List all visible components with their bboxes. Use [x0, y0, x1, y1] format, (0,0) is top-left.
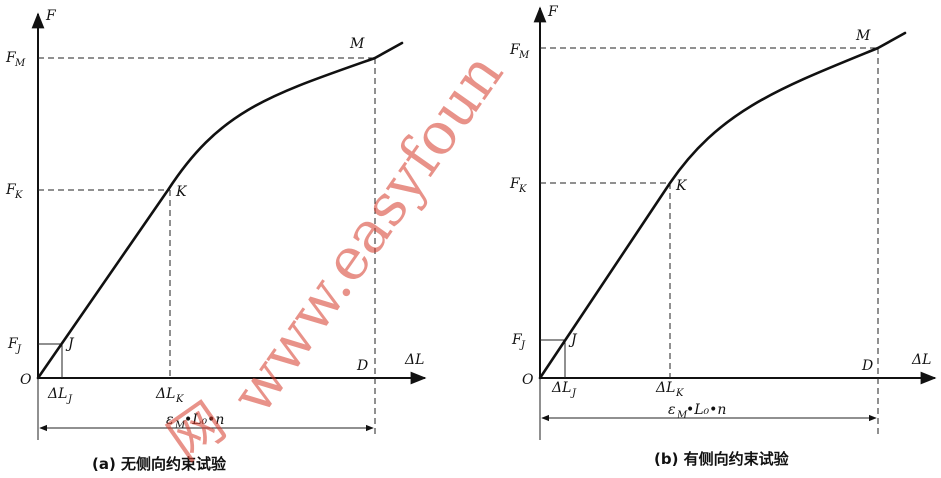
panel-a-dl-j-label: ΔL	[47, 386, 67, 402]
panel-b-dl-k-sub: K	[675, 388, 684, 399]
panel-b-f-j-sub: J	[519, 340, 526, 351]
panel-b-dl-j-sub: J	[570, 388, 577, 399]
panel-b-x-axis-label: ΔL	[911, 352, 931, 368]
panel-b-span-sub: M	[676, 410, 688, 421]
panel-b-span-rest: •L₀•n	[686, 402, 726, 418]
panel-b-span-label: ε	[668, 402, 676, 418]
panel-b-caption: (b) 有侧向约束试验	[654, 450, 790, 468]
panel-b-point-j: J	[568, 332, 578, 348]
panel-b-dl-k-label: ΔL	[655, 380, 675, 396]
panel-b-point-k: K	[675, 178, 688, 194]
panel-a-x-axis-label: ΔL	[404, 352, 424, 368]
panel-a-caption: (a) 无侧向约束试验	[92, 455, 227, 473]
panel-b-dl-j-label: ΔL	[551, 380, 571, 396]
panel-a-point-d: D	[356, 358, 368, 374]
panel-b-load-curve	[538, 31, 907, 380]
panel-b-f-k-label: F	[509, 176, 521, 192]
panel-a-point-k: K	[175, 184, 188, 200]
panel-a-f-k-label: F	[5, 182, 17, 198]
panel-a-f-j-sub: J	[15, 344, 22, 355]
panel-a-dl-j-sub: J	[66, 394, 73, 405]
panel-b: F ΔL O J K M D F M F K F J ΔL J ΔL K ε M…	[509, 4, 937, 468]
panel-a-load-curve	[36, 41, 404, 380]
panel-a-origin-label: O	[20, 372, 32, 388]
watermark: www.easyfoun 网	[156, 40, 516, 472]
panel-a-dl-k-sub: K	[175, 394, 184, 405]
panel-b-origin-label: O	[522, 372, 534, 388]
panel-a-dl-k-label: ΔL	[155, 386, 175, 402]
panel-a-f-m-sub: M	[14, 58, 26, 69]
panel-a-f-j-label: F	[7, 336, 19, 352]
panel-b-f-k-sub: K	[518, 184, 527, 195]
panel-a-span-rest: •L₀•n	[184, 412, 224, 428]
panel-b-f-m-sub: M	[518, 50, 530, 61]
panel-a-span-label: ε	[166, 412, 174, 428]
panel-a-span-sub: M	[174, 420, 186, 431]
panel-a-f-k-sub: K	[14, 190, 23, 201]
panel-a-f-m-label: F	[5, 50, 17, 66]
panel-b-point-d: D	[861, 358, 873, 374]
panel-a: F ΔL O J K M D F M F K F J ΔL J ΔL K ε M…	[5, 8, 427, 473]
panel-b-f-j-label: F	[511, 332, 523, 348]
panel-a-y-axis-label: F	[45, 8, 57, 24]
panel-b-point-m: M	[855, 28, 871, 44]
panel-a-point-m: M	[349, 36, 365, 52]
panel-b-f-m-label: F	[509, 42, 521, 58]
panel-b-y-axis-label: F	[547, 4, 559, 20]
panel-a-point-j: J	[65, 336, 75, 352]
